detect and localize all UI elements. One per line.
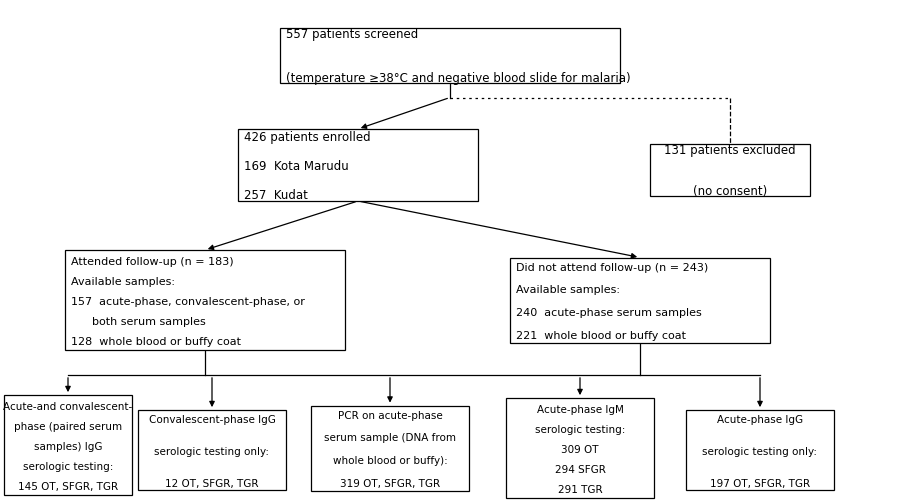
Text: serum sample (DNA from: serum sample (DNA from: [324, 433, 456, 443]
Text: 12 OT, SFGR, TGR: 12 OT, SFGR, TGR: [166, 478, 259, 488]
Text: phase (paired serum: phase (paired serum: [14, 422, 122, 432]
Text: 169  Kota Marudu: 169 Kota Marudu: [244, 160, 349, 173]
Text: 309 OT: 309 OT: [562, 445, 598, 455]
Text: 294 SFGR: 294 SFGR: [554, 465, 606, 475]
Bar: [65, 250, 345, 350]
Text: Acute-and convalescent-: Acute-and convalescent-: [4, 402, 132, 412]
Bar: [238, 129, 478, 201]
Text: Acute-phase IgM: Acute-phase IgM: [536, 405, 624, 415]
Text: PCR on acute-phase: PCR on acute-phase: [338, 411, 443, 421]
Text: whole blood or buffy):: whole blood or buffy):: [333, 456, 447, 466]
Text: Available samples:: Available samples:: [71, 277, 175, 287]
Text: 257  Kudat: 257 Kudat: [244, 189, 308, 202]
Text: (no consent): (no consent): [693, 185, 767, 198]
Text: Convalescent-phase IgG: Convalescent-phase IgG: [148, 415, 275, 425]
Text: both serum samples: both serum samples: [71, 317, 206, 327]
Text: 157  acute-phase, convalescent-phase, or: 157 acute-phase, convalescent-phase, or: [71, 297, 305, 307]
Text: (temperature ≥38°C and negative blood slide for malaria): (temperature ≥38°C and negative blood sl…: [286, 72, 631, 85]
Text: Did not attend follow-up (n = 243): Did not attend follow-up (n = 243): [516, 263, 708, 273]
Text: serologic testing only:: serologic testing only:: [703, 446, 817, 456]
Text: 426 patients enrolled: 426 patients enrolled: [244, 131, 371, 144]
Bar: [311, 405, 469, 490]
Text: serologic testing:: serologic testing:: [22, 462, 113, 472]
Bar: [650, 144, 810, 196]
Bar: [4, 395, 132, 495]
Text: serologic testing only:: serologic testing only:: [155, 446, 269, 456]
Text: 291 TGR: 291 TGR: [558, 485, 602, 495]
Text: 131 patients excluded: 131 patients excluded: [664, 144, 796, 157]
Bar: [138, 410, 286, 490]
Bar: [280, 28, 620, 83]
Text: 128  whole blood or buffy coat: 128 whole blood or buffy coat: [71, 337, 241, 347]
Text: 197 OT, SFGR, TGR: 197 OT, SFGR, TGR: [710, 478, 810, 488]
Text: 240  acute-phase serum samples: 240 acute-phase serum samples: [516, 308, 702, 318]
Bar: [686, 410, 834, 490]
Text: samples) IgG: samples) IgG: [34, 442, 103, 452]
Text: Acute-phase IgG: Acute-phase IgG: [717, 415, 803, 425]
Bar: [506, 398, 654, 498]
Text: Available samples:: Available samples:: [516, 286, 620, 296]
Text: Attended follow-up (n = 183): Attended follow-up (n = 183): [71, 257, 234, 267]
Text: serologic testing:: serologic testing:: [535, 425, 626, 435]
Text: 221  whole blood or buffy coat: 221 whole blood or buffy coat: [516, 331, 686, 341]
Text: 145 OT, SFGR, TGR: 145 OT, SFGR, TGR: [18, 482, 118, 492]
Bar: [510, 258, 770, 343]
Text: 319 OT, SFGR, TGR: 319 OT, SFGR, TGR: [340, 478, 440, 488]
Text: 557 patients screened: 557 patients screened: [286, 28, 418, 41]
